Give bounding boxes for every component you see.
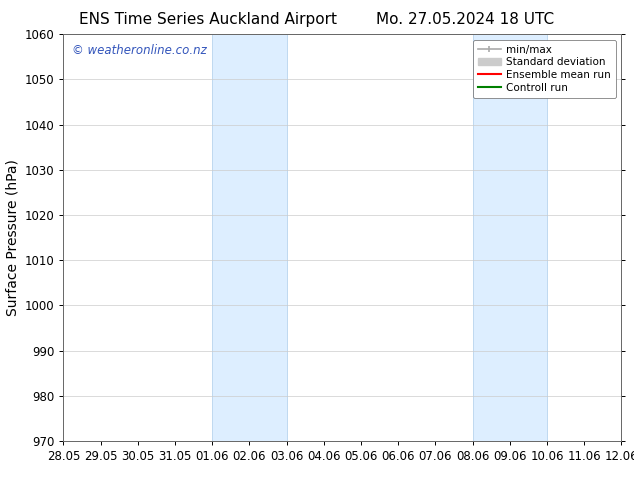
Bar (212, 34, 287, 441)
Bar (472, 34, 547, 441)
Y-axis label: Surface Pressure (hPa): Surface Pressure (hPa) (5, 159, 19, 316)
Text: © weatheronline.co.nz: © weatheronline.co.nz (72, 45, 207, 57)
Text: ENS Time Series Auckland Airport        Mo. 27.05.2024 18 UTC: ENS Time Series Auckland Airport Mo. 27.… (79, 12, 555, 27)
Legend: min/max, Standard deviation, Ensemble mean run, Controll run: min/max, Standard deviation, Ensemble me… (473, 40, 616, 98)
